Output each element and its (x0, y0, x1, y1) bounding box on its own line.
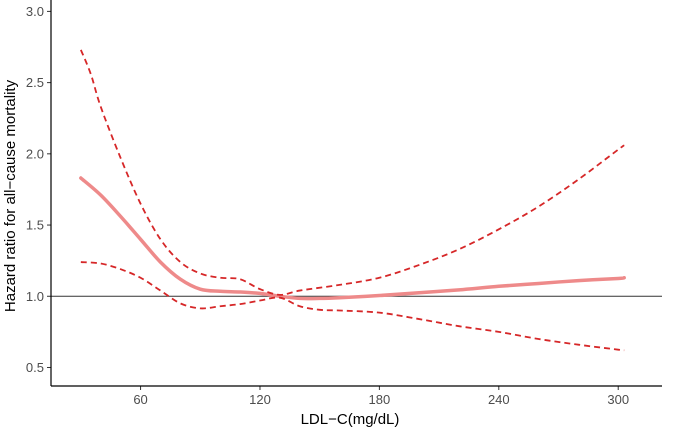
y-tick-label: 2.5 (26, 75, 44, 90)
y-tick-label: 0.5 (26, 360, 44, 375)
hazard-ratio-curve (79, 176, 626, 301)
upper-ci-line (80, 49, 625, 296)
y-tick-label: 2.0 (26, 146, 44, 161)
x-tick-label: 60 (133, 392, 147, 407)
y-axis-ticks: 0.5 1.0 1.5 2.0 2.5 3.0 (26, 4, 51, 375)
series-layer (79, 49, 626, 352)
x-axis-title: LDL−C(mg/dL) (301, 411, 400, 428)
x-tick-label: 120 (249, 392, 271, 407)
x-tick-label: 240 (488, 392, 510, 407)
y-tick-label: 1.5 (26, 218, 44, 233)
y-axis-title: Hazard ratio for all−cause mortality (2, 79, 19, 312)
x-tick-label: 300 (607, 392, 629, 407)
x-axis-ticks: 60 120 180 240 300 (133, 386, 629, 407)
x-tick-label: 180 (369, 392, 391, 407)
y-tick-label: 3.0 (26, 4, 44, 19)
y-tick-label: 1.0 (26, 289, 44, 304)
lower-ci-line (80, 261, 625, 352)
